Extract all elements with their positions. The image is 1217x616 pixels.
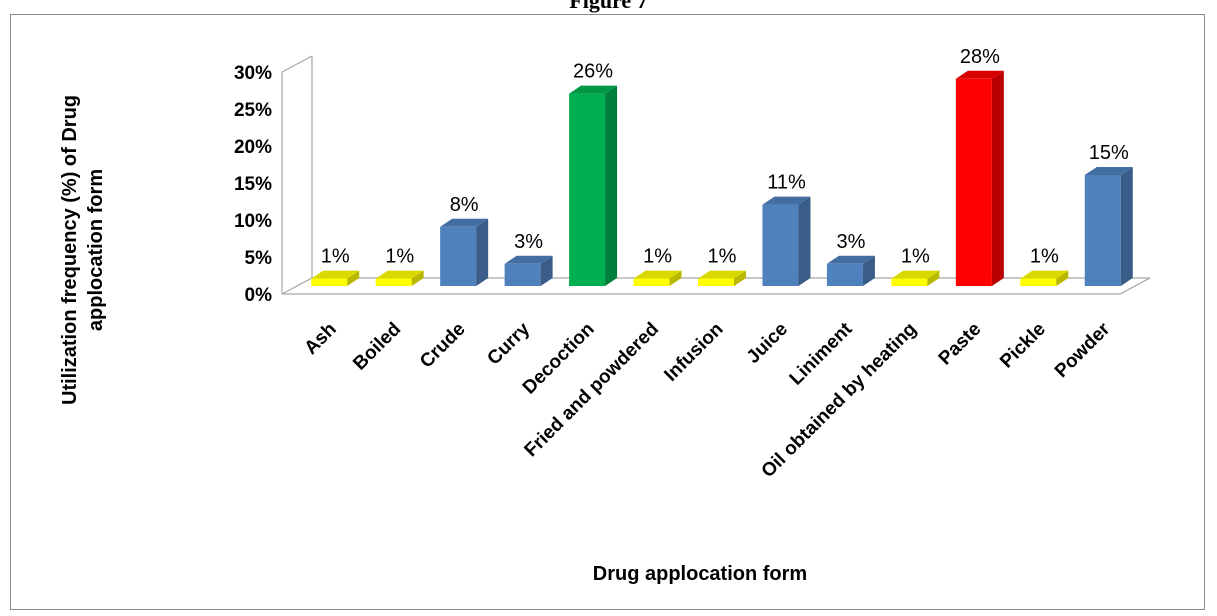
bar-side — [1056, 270, 1069, 286]
bar-side — [605, 85, 618, 286]
figure-title: Figure 7 — [569, 0, 648, 13]
bar-front — [891, 278, 928, 286]
bar-side — [540, 255, 553, 286]
bar-top — [440, 218, 489, 227]
category-label: Boiled — [349, 319, 405, 375]
bar-oil-obtained-by-heating — [891, 270, 940, 286]
bar-side — [476, 218, 489, 286]
bar-juice — [762, 196, 811, 286]
bar-side — [991, 70, 1004, 286]
bar-side — [411, 270, 424, 286]
data-label: 1% — [708, 246, 737, 268]
y-tick-label: 30% — [234, 63, 272, 84]
bar-front — [375, 278, 412, 286]
bar-front — [1020, 278, 1057, 286]
bar-boiled — [375, 270, 424, 286]
bar-front — [440, 226, 477, 286]
bar-top — [955, 70, 1004, 79]
bar-front — [762, 204, 799, 286]
bar-side — [347, 270, 360, 286]
data-label: 3% — [836, 231, 865, 253]
y-axis-title-line-2: applocation form — [85, 169, 107, 331]
data-label: 28% — [960, 46, 1000, 68]
bar-crude — [440, 218, 489, 286]
bar-ash — [311, 270, 360, 286]
bar-side — [1120, 167, 1133, 286]
bar-paste — [955, 70, 1004, 286]
bar-top — [633, 270, 682, 279]
y-axis-title-line-1: Utilization frequency (%) of Drug — [59, 95, 81, 405]
category-label: Curry — [483, 318, 534, 369]
bar-curry — [504, 255, 553, 286]
category-label: Paste — [935, 319, 986, 370]
bar-decoction — [569, 85, 618, 286]
category-label: Crude — [416, 319, 470, 373]
side-wall-top — [281, 55, 313, 73]
data-label: 3% — [514, 231, 543, 253]
bar-front — [504, 263, 541, 286]
bar-liniment — [826, 255, 875, 286]
bar-top — [698, 270, 746, 279]
y-tick-label: 20% — [234, 137, 272, 158]
bar-powder — [1084, 167, 1133, 286]
category-label: Powder — [1051, 318, 1115, 382]
data-label: 1% — [901, 246, 930, 268]
data-label: 1% — [1030, 246, 1059, 268]
data-label: 26% — [573, 61, 613, 83]
y-axis: 0% 5% 10% 15% 20% 25% 30% — [234, 63, 272, 306]
bar-side — [927, 270, 940, 286]
y-tick-label: 25% — [234, 100, 272, 121]
bar-top — [569, 85, 618, 94]
y-tick-label: 0% — [245, 285, 273, 306]
bar-side — [798, 196, 811, 286]
bar-front — [311, 278, 348, 286]
bar-infusion — [698, 270, 746, 286]
bar-top — [375, 270, 424, 279]
bar-top — [1020, 270, 1069, 279]
bar-front — [633, 278, 670, 286]
bar-top — [1084, 167, 1133, 175]
bar-front — [1084, 175, 1121, 286]
y-tick-label: 10% — [234, 211, 272, 232]
data-label: 15% — [1089, 142, 1129, 164]
bar-front — [826, 263, 863, 286]
category-label: Pickle — [996, 319, 1050, 373]
bar-top — [504, 255, 553, 264]
y-tick-label: 5% — [245, 248, 273, 269]
y-tick-label: 15% — [234, 174, 272, 195]
data-label: 1% — [385, 246, 414, 268]
data-labels: 1% 1% 8% 3% 26% 1% 1% 11% 3% 1% 28% 1% 15% — [321, 46, 1129, 268]
bar-top — [762, 196, 811, 205]
category-label: Juice — [743, 319, 792, 368]
data-label: 1% — [643, 246, 672, 268]
bar-top — [311, 270, 360, 279]
bar-side — [734, 270, 746, 286]
bar-front — [569, 93, 606, 286]
bar-pickle — [1020, 270, 1069, 286]
bar-side — [862, 255, 875, 286]
bar-top — [826, 255, 875, 264]
category-label: Infusion — [660, 319, 727, 386]
data-label: 11% — [767, 172, 806, 194]
bars — [311, 70, 1133, 286]
bar-top — [891, 270, 940, 279]
category-label: Ash — [301, 319, 341, 359]
chart-frame — [10, 14, 1205, 610]
bar-fried-and-powdered — [633, 270, 682, 286]
data-label: 1% — [321, 246, 350, 268]
bar-front — [955, 78, 992, 286]
bar-side — [669, 270, 682, 286]
x-axis-title: Drug applocation form — [593, 563, 807, 585]
data-label: 8% — [450, 194, 479, 216]
bar-front — [698, 278, 734, 286]
